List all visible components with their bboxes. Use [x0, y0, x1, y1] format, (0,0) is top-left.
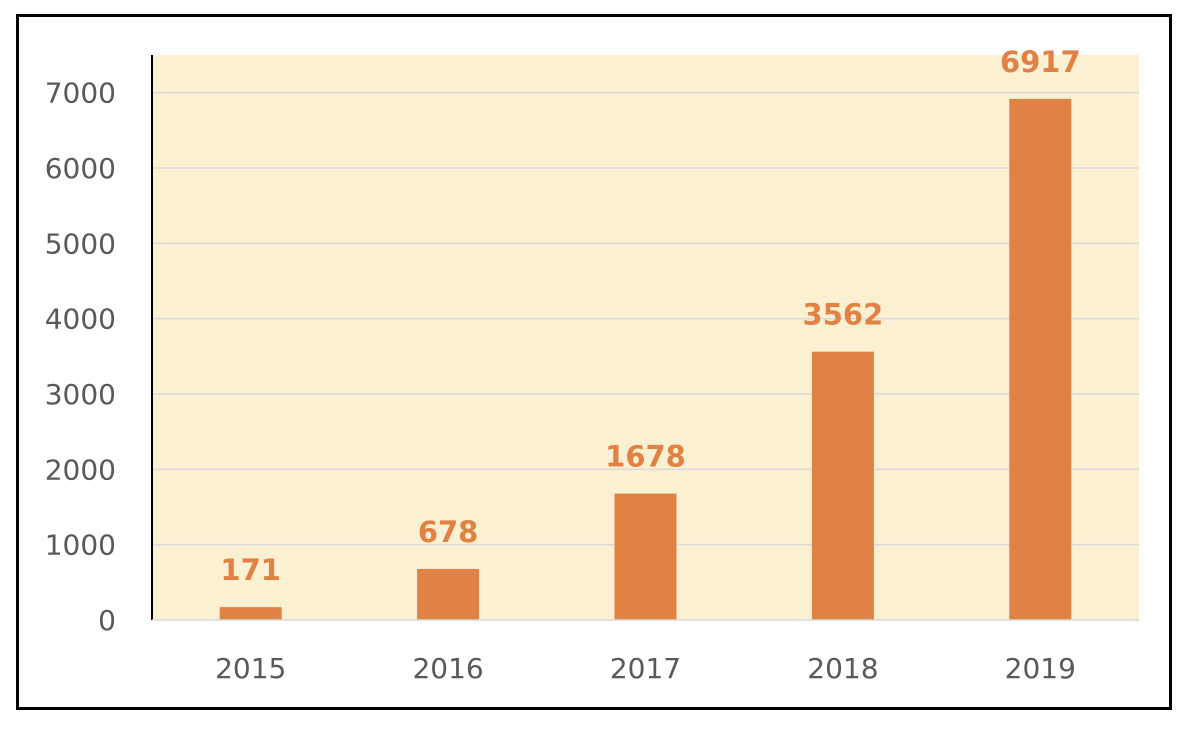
bars [219, 98, 1072, 621]
chart-frame: 0 1000 2000 3000 4000 5000 6000 7000 171 2015 678 2… [16, 14, 1172, 710]
x-tick-label: 2018 [807, 652, 878, 685]
bar-2018 [811, 351, 874, 620]
data-label: 3562 [803, 298, 884, 332]
labels: 0 1000 2000 3000 4000 5000 6000 7000 171 2015 678 2… [45, 45, 1081, 685]
data-label: 1678 [605, 440, 686, 474]
bar-chart: 0 1000 2000 3000 4000 5000 6000 7000 171 2015 678 2… [45, 45, 1139, 685]
bar-2019 [1009, 98, 1072, 621]
axes [151, 55, 1139, 621]
bar-2016 [417, 568, 480, 620]
y-tick-label: 4000 [45, 303, 116, 336]
bar-2015 [219, 607, 282, 620]
gridlines [152, 91, 1139, 546]
data-label: 171 [220, 553, 281, 587]
y-tick-label: 3000 [45, 378, 116, 411]
y-tick-label: 2000 [45, 453, 116, 486]
x-tick-label: 2016 [412, 652, 483, 685]
x-tick-label: 2017 [610, 652, 681, 685]
y-tick-label: 1000 [45, 529, 116, 562]
x-tick-label: 2015 [215, 652, 286, 685]
y-tick-label: 7000 [45, 77, 116, 110]
y-tick-label: 0 [98, 604, 116, 637]
data-label: 678 [418, 515, 479, 549]
bar-2017 [614, 493, 677, 620]
y-tick-label: 5000 [45, 227, 116, 260]
data-label: 6917 [1000, 45, 1081, 79]
x-tick-label: 2019 [1005, 652, 1076, 685]
y-tick-label: 6000 [45, 152, 116, 185]
